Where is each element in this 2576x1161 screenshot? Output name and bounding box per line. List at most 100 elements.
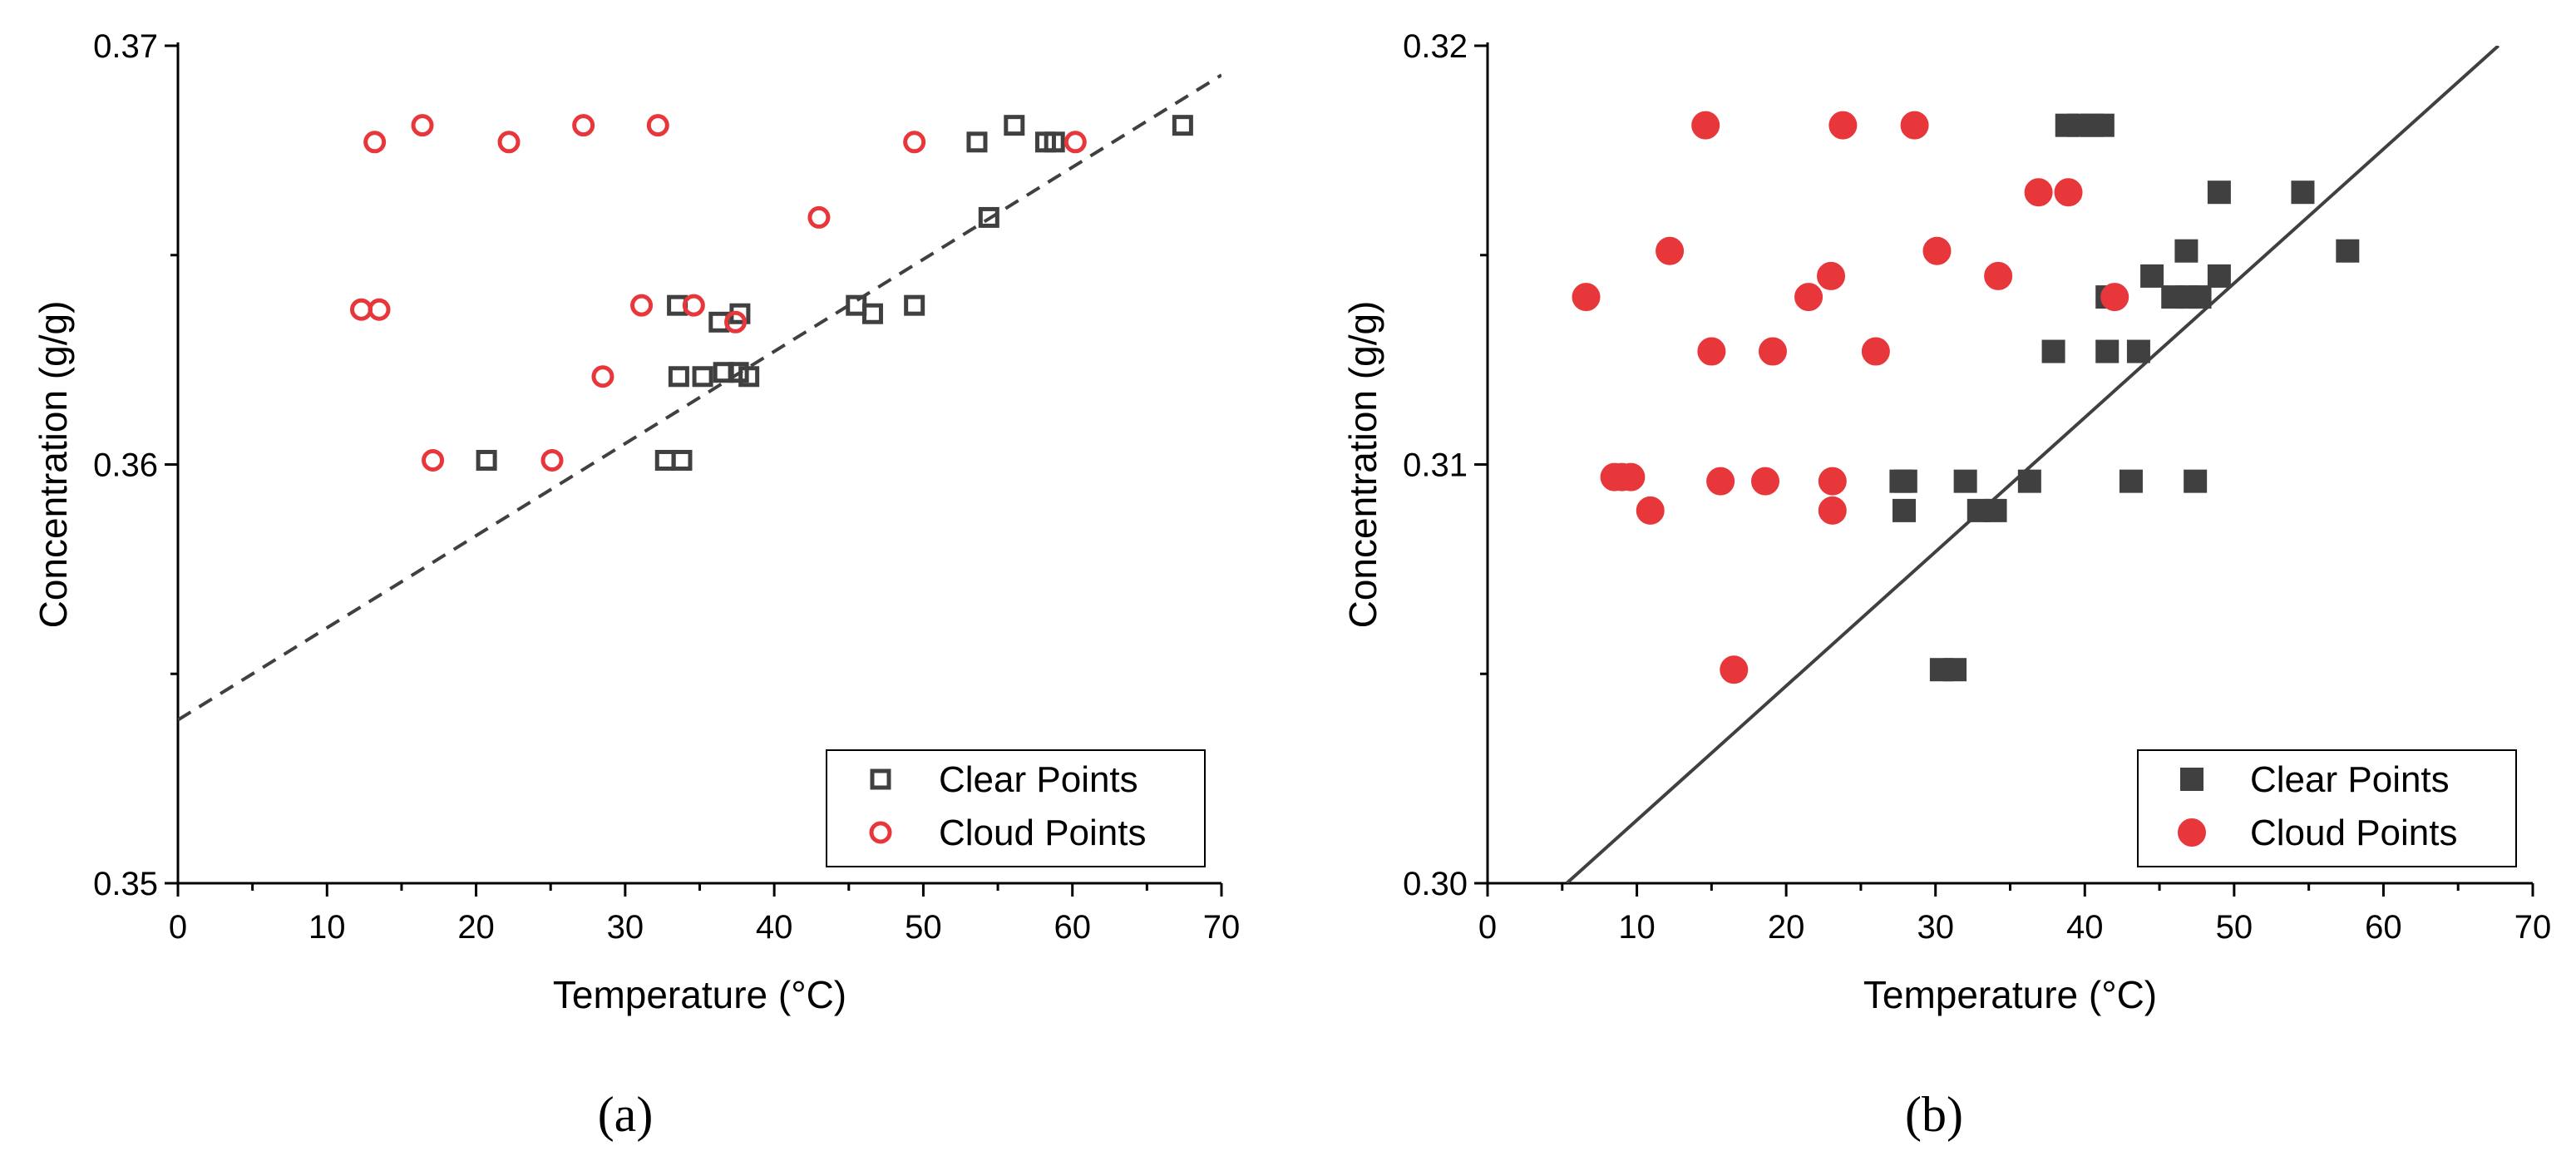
clear-point-marker bbox=[1953, 469, 1977, 493]
chart-panel-2: 0 10 20 30 40 50 60 70 0.30 0.31 0.32 Temperature (… bbox=[1341, 28, 2551, 1142]
cloud-point-marker bbox=[2024, 178, 2053, 207]
cloud-point-marker bbox=[682, 294, 705, 317]
y-axis-label: Concentration (g/g) bbox=[32, 301, 75, 629]
x-tick-label: 20 bbox=[457, 909, 495, 946]
cloud-point-marker bbox=[1984, 261, 2013, 290]
cloud-point-marker bbox=[807, 205, 831, 229]
x-tick-label: 40 bbox=[756, 909, 793, 946]
legend-label: Cloud Points bbox=[939, 813, 1146, 853]
clear-point-marker bbox=[2119, 469, 2143, 493]
clear-point-marker bbox=[692, 366, 713, 388]
x-tick-label: 70 bbox=[1203, 909, 1241, 946]
cloud-point-marker bbox=[630, 294, 654, 317]
cloud-point-marker bbox=[540, 448, 564, 472]
fit-line bbox=[178, 73, 1221, 722]
clear-point-marker bbox=[1893, 498, 1917, 522]
cloud-point-marker bbox=[646, 114, 669, 137]
clear-point-marker bbox=[1983, 498, 2007, 522]
clear-point-marker bbox=[2207, 264, 2231, 288]
clear-point-marker bbox=[904, 294, 925, 316]
cloud-point-marker bbox=[1636, 496, 1665, 525]
cloud-point-marker bbox=[2100, 283, 2129, 312]
clear-point-marker bbox=[654, 449, 676, 471]
legend: Clear Points Cloud Points bbox=[826, 749, 1206, 867]
clear-point-marker bbox=[978, 206, 999, 228]
clear-point-marker bbox=[1004, 115, 1025, 136]
clear-point-marker bbox=[738, 366, 760, 388]
x-tick-label: 40 bbox=[2066, 909, 2104, 946]
series-clear-points bbox=[476, 115, 1193, 471]
cloud-point-marker bbox=[1794, 283, 1823, 312]
y-tick-label: 0.36 bbox=[93, 447, 158, 484]
x-tick-label: 60 bbox=[1054, 909, 1091, 946]
cloud-point-marker bbox=[1656, 236, 1685, 265]
x-tick-label: 20 bbox=[1768, 909, 1805, 946]
cloud-point-marker bbox=[1572, 283, 1601, 312]
y-tick-label: 0.37 bbox=[93, 28, 158, 65]
x-axis-label: Temperature (°C) bbox=[553, 973, 846, 1016]
x-tick-label: 30 bbox=[607, 909, 644, 946]
clear-point-marker bbox=[1893, 469, 1917, 493]
clear-point-marker bbox=[861, 303, 883, 324]
cloud-point-marker bbox=[1758, 337, 1787, 366]
cloud-point-marker bbox=[591, 365, 614, 388]
clear-point-marker bbox=[2188, 285, 2212, 309]
x-tick-label: 50 bbox=[2216, 909, 2253, 946]
legend: Clear Points Cloud Points bbox=[2137, 749, 2517, 867]
clear-point-marker bbox=[671, 449, 693, 471]
clear-point-marker bbox=[2184, 469, 2208, 493]
cloud-point-marker bbox=[1616, 462, 1646, 492]
clear-point-marker bbox=[2291, 180, 2315, 205]
clear-point-marker bbox=[1943, 658, 1967, 682]
clear-point-marker bbox=[1044, 131, 1065, 153]
y-tick-label: 0.32 bbox=[1403, 28, 1468, 65]
legend-marker bbox=[869, 821, 892, 844]
panel-caption: (a) bbox=[598, 1087, 654, 1142]
fit-line bbox=[1565, 46, 2500, 883]
cloud-point-marker bbox=[903, 131, 926, 154]
x-tick-label: 10 bbox=[308, 909, 346, 946]
clear-point-marker bbox=[2017, 469, 2041, 493]
series-cloud-points bbox=[350, 114, 1087, 472]
legend-label: Clear Points bbox=[2250, 759, 2450, 800]
cloud-point-marker bbox=[1900, 111, 1929, 140]
clear-point-marker bbox=[2090, 113, 2115, 137]
cloud-point-marker bbox=[2054, 178, 2083, 207]
cloud-point-marker bbox=[1751, 467, 1780, 496]
x-tick-label: 50 bbox=[905, 909, 942, 946]
x-tick-label: 70 bbox=[2514, 909, 2552, 946]
cloud-point-marker bbox=[411, 114, 434, 137]
legend-label: Clear Points bbox=[939, 759, 1138, 800]
cloud-point-marker bbox=[350, 298, 373, 321]
clear-point-marker bbox=[2041, 339, 2065, 363]
cloud-point-marker bbox=[1818, 467, 1847, 496]
clear-point-marker bbox=[2336, 239, 2360, 263]
cloud-point-marker bbox=[1706, 467, 1735, 496]
cloud-point-marker bbox=[572, 114, 595, 137]
y-tick-label: 0.30 bbox=[1403, 866, 1468, 902]
cloud-point-marker bbox=[1063, 131, 1087, 154]
legend-marker bbox=[2180, 768, 2203, 791]
clear-point-marker bbox=[668, 366, 689, 388]
x-tick-label: 60 bbox=[2365, 909, 2402, 946]
y-axis-label: Concentration (g/g) bbox=[1341, 301, 1384, 629]
cloud-point-marker bbox=[1691, 111, 1720, 140]
x-tick-label: 10 bbox=[1618, 909, 1656, 946]
cloud-point-marker bbox=[363, 131, 387, 154]
cloud-point-marker bbox=[1720, 655, 1749, 684]
cloud-point-marker bbox=[1697, 337, 1726, 366]
clear-point-marker bbox=[2095, 339, 2120, 363]
clear-point-marker bbox=[1172, 115, 1193, 136]
legend-marker bbox=[2178, 818, 2206, 847]
x-axis-label: Temperature (°C) bbox=[1863, 973, 2157, 1016]
clear-point-marker bbox=[728, 362, 749, 383]
x-tick-label: 0 bbox=[169, 909, 187, 946]
y-tick-label: 0.35 bbox=[93, 866, 158, 902]
legend-marker bbox=[870, 768, 891, 790]
clear-point-marker bbox=[966, 131, 988, 153]
cloud-point-marker bbox=[1922, 236, 1952, 265]
series-cloud-points bbox=[1572, 111, 2129, 684]
clear-point-marker bbox=[2207, 180, 2231, 205]
